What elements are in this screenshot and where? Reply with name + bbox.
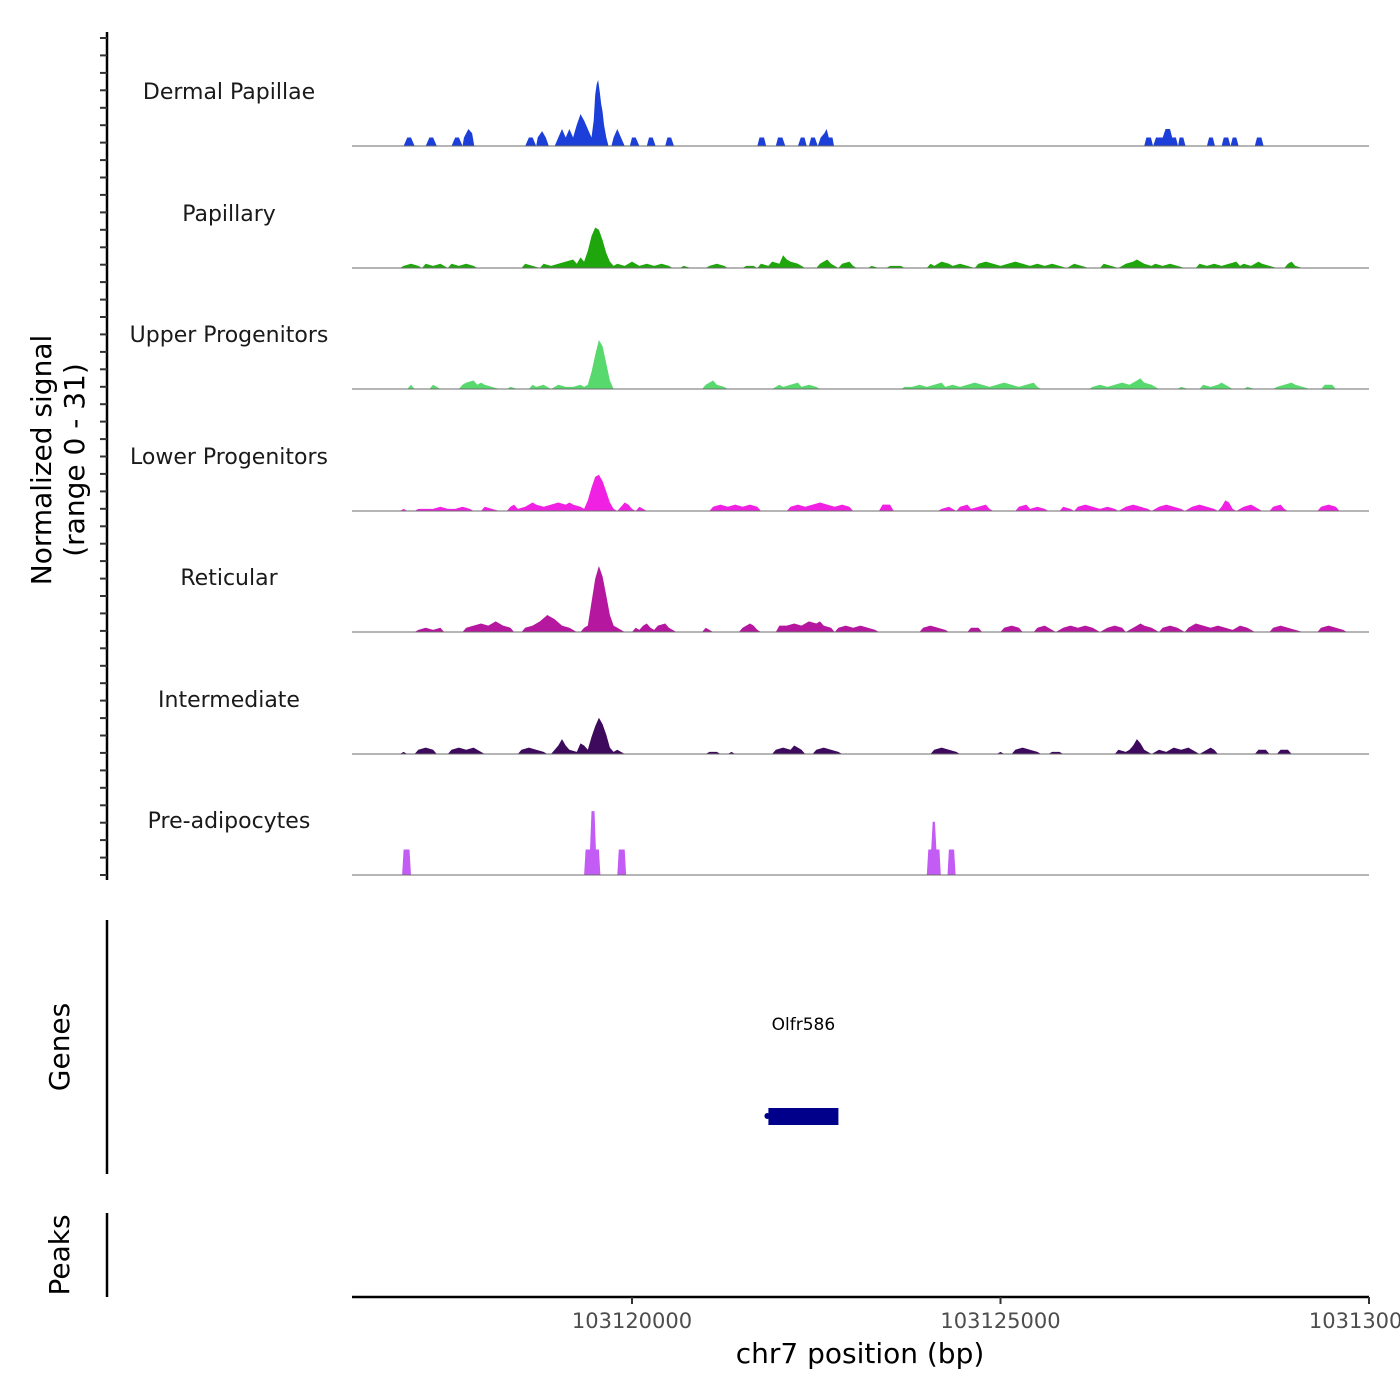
coverage-area-pre-adipocytes [352,811,1369,875]
coverage-area-reticular [352,566,1369,632]
x-axis-title: chr7 position (bp) [736,1337,985,1370]
track-label-lower-progenitors: Lower Progenitors [130,445,328,470]
track-label-dermal-papillae: Dermal Papillae [143,80,315,105]
gene-label-olfr586: Olfr586 [772,1015,836,1035]
x-tick-label: 103125000 [940,1309,1060,1333]
signal-ylabel-line1: Normalized signal [25,335,58,586]
genes-track-title: Genes [43,1003,76,1091]
coverage-area-intermediate [352,717,1369,754]
gene-body-olfr586 [768,1108,839,1125]
coverage-area-papillary [352,227,1369,268]
track-label-upper-progenitors: Upper Progenitors [130,323,329,348]
peaks-track-title: Peaks [43,1214,76,1295]
x-tick-label: 103130000 [1309,1309,1400,1333]
x-axis-ticks: 103120000 103125000 103130000 [572,1297,1400,1333]
track-label-reticular: Reticular [180,566,278,591]
track-label-papillary: Papillary [182,202,276,227]
coverage-area-lower-progenitors [352,474,1369,511]
coverage-area-upper-progenitors [352,340,1369,389]
coverage-area-dermal-papillae [352,80,1369,146]
track-label-pre-adipocytes: Pre-adipocytes [148,809,311,834]
signal-ylabel-line2: (range 0 - 31) [58,363,91,557]
track-label-intermediate: Intermediate [158,688,300,713]
gene-strand-marker [764,1113,771,1119]
coverage-tracks: Dermal Papillae Papillary Upper Progenitor… [130,80,1369,876]
x-tick-label: 103120000 [572,1309,692,1333]
signal-y-ticks [100,37,107,876]
